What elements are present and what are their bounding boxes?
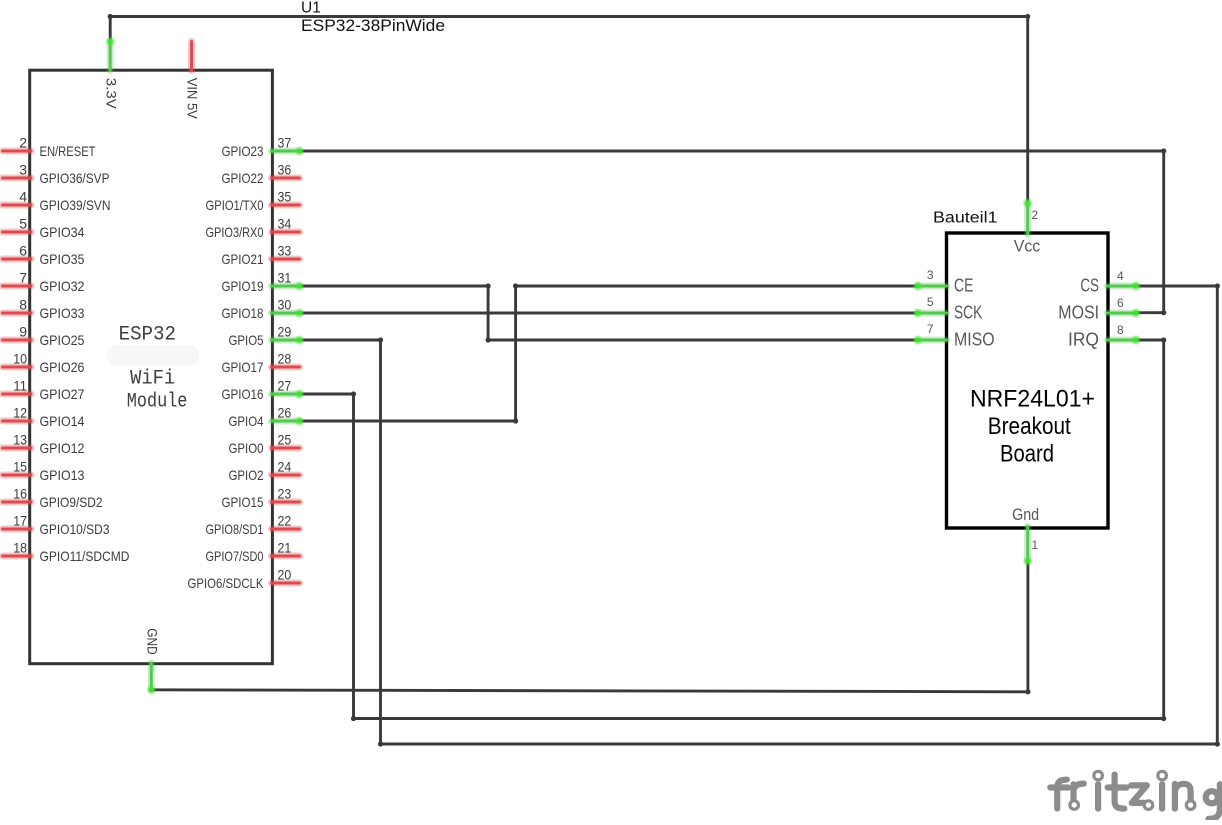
svg-text:Gnd: Gnd bbox=[1012, 506, 1039, 524]
svg-text:9: 9 bbox=[19, 324, 27, 340]
svg-text:13: 13 bbox=[13, 432, 27, 448]
svg-text:2: 2 bbox=[1032, 208, 1039, 222]
svg-text:GPIO25: GPIO25 bbox=[40, 332, 85, 348]
svg-text:GPIO9/SD2: GPIO9/SD2 bbox=[40, 494, 103, 510]
svg-text:GPIO34: GPIO34 bbox=[40, 224, 85, 240]
svg-text:5: 5 bbox=[927, 295, 934, 309]
svg-text:17: 17 bbox=[13, 513, 27, 529]
svg-text:7: 7 bbox=[19, 270, 27, 286]
svg-text:GPIO12: GPIO12 bbox=[40, 440, 85, 456]
svg-text:GPIO27: GPIO27 bbox=[40, 386, 85, 402]
svg-text:30: 30 bbox=[278, 297, 292, 313]
svg-text:15: 15 bbox=[13, 459, 27, 475]
svg-text:26: 26 bbox=[278, 405, 292, 421]
svg-text:28: 28 bbox=[278, 351, 292, 367]
svg-text:Bauteil1: Bauteil1 bbox=[933, 210, 998, 227]
svg-text:VIN 5V: VIN 5V bbox=[184, 78, 200, 120]
svg-text:GPIO15: GPIO15 bbox=[222, 494, 264, 510]
svg-text:7: 7 bbox=[927, 322, 934, 336]
svg-text:GPIO32: GPIO32 bbox=[40, 278, 85, 294]
svg-text:GPIO39/SVN: GPIO39/SVN bbox=[40, 197, 111, 213]
svg-text:GPIO1/TX0: GPIO1/TX0 bbox=[206, 197, 264, 213]
svg-text:GPIO22: GPIO22 bbox=[222, 170, 264, 186]
svg-text:3: 3 bbox=[927, 268, 934, 282]
svg-text:GPIO0: GPIO0 bbox=[229, 440, 264, 456]
svg-text:GPIO35: GPIO35 bbox=[40, 251, 85, 267]
svg-text:CS: CS bbox=[1080, 274, 1099, 295]
svg-text:NRF24L01+: NRF24L01+ bbox=[970, 386, 1095, 413]
svg-text:Vcc: Vcc bbox=[1014, 237, 1041, 255]
svg-text:2: 2 bbox=[19, 135, 27, 151]
svg-text:GPIO19: GPIO19 bbox=[222, 278, 264, 294]
svg-text:GPIO5: GPIO5 bbox=[229, 332, 264, 348]
svg-text:25: 25 bbox=[278, 432, 292, 448]
svg-text:GPIO8/SD1: GPIO8/SD1 bbox=[206, 521, 264, 537]
svg-text:GPIO16: GPIO16 bbox=[222, 386, 264, 402]
svg-text:5: 5 bbox=[19, 216, 27, 232]
svg-text:Breakout: Breakout bbox=[988, 413, 1071, 440]
svg-text:WiFi: WiFi bbox=[130, 368, 175, 391]
svg-text:31: 31 bbox=[278, 270, 292, 286]
svg-text:ESP32: ESP32 bbox=[119, 323, 176, 346]
svg-text:22: 22 bbox=[278, 513, 292, 529]
svg-text:33: 33 bbox=[278, 243, 292, 259]
svg-text:Board: Board bbox=[1000, 441, 1054, 468]
svg-text:21: 21 bbox=[278, 540, 292, 556]
svg-text:GPIO14: GPIO14 bbox=[40, 413, 85, 429]
svg-text:GPIO36/SVP: GPIO36/SVP bbox=[40, 170, 110, 186]
svg-text:Module: Module bbox=[127, 390, 188, 413]
svg-text:1: 1 bbox=[1032, 538, 1039, 552]
svg-text:8: 8 bbox=[19, 297, 27, 313]
svg-text:GPIO2: GPIO2 bbox=[229, 467, 264, 483]
svg-text:3: 3 bbox=[19, 162, 27, 178]
svg-text:GPIO7/SD0: GPIO7/SD0 bbox=[206, 548, 264, 564]
svg-text:CE: CE bbox=[954, 274, 973, 295]
svg-text:GPIO6/SDCLK: GPIO6/SDCLK bbox=[188, 575, 265, 591]
svg-text:3.3V: 3.3V bbox=[103, 78, 119, 110]
svg-text:GPIO33: GPIO33 bbox=[40, 305, 85, 321]
svg-text:GPIO10/SD3: GPIO10/SD3 bbox=[40, 521, 110, 537]
svg-text:18: 18 bbox=[13, 540, 27, 556]
svg-text:GPIO3/RX0: GPIO3/RX0 bbox=[206, 224, 264, 240]
svg-text:MISO: MISO bbox=[954, 328, 995, 349]
svg-text:8: 8 bbox=[1117, 323, 1124, 337]
svg-text:11: 11 bbox=[13, 378, 27, 394]
svg-text:ESP32-38PinWide: ESP32-38PinWide bbox=[301, 17, 445, 35]
svg-text:16: 16 bbox=[13, 486, 27, 502]
svg-text:GPIO18: GPIO18 bbox=[222, 305, 264, 321]
svg-text:34: 34 bbox=[278, 216, 292, 232]
svg-text:IRQ: IRQ bbox=[1068, 328, 1099, 349]
svg-text:27: 27 bbox=[278, 378, 292, 394]
svg-text:36: 36 bbox=[278, 162, 292, 178]
svg-text:MOSI: MOSI bbox=[1058, 301, 1099, 322]
svg-text:SCK: SCK bbox=[954, 301, 983, 322]
svg-text:GND: GND bbox=[145, 628, 161, 655]
svg-text:4: 4 bbox=[19, 189, 27, 205]
svg-text:20: 20 bbox=[278, 567, 292, 583]
svg-text:6: 6 bbox=[1117, 296, 1124, 310]
svg-text:29: 29 bbox=[278, 324, 292, 340]
svg-text:GPIO13: GPIO13 bbox=[40, 467, 85, 483]
svg-text:GPIO4: GPIO4 bbox=[229, 413, 264, 429]
svg-text:24: 24 bbox=[278, 459, 292, 475]
svg-text:6: 6 bbox=[19, 243, 27, 259]
svg-text:4: 4 bbox=[1117, 269, 1124, 283]
svg-text:23: 23 bbox=[278, 486, 292, 502]
svg-text:37: 37 bbox=[278, 135, 292, 151]
svg-text:35: 35 bbox=[278, 189, 292, 205]
svg-text:U1: U1 bbox=[301, 0, 321, 17]
svg-text:GPIO17: GPIO17 bbox=[222, 359, 264, 375]
svg-text:GPIO26: GPIO26 bbox=[40, 359, 85, 375]
svg-text:EN/RESET: EN/RESET bbox=[40, 143, 96, 159]
svg-text:12: 12 bbox=[13, 405, 27, 421]
svg-text:GPIO11/SDCMD: GPIO11/SDCMD bbox=[40, 548, 130, 564]
svg-text:GPIO21: GPIO21 bbox=[222, 251, 264, 267]
svg-text:GPIO23: GPIO23 bbox=[222, 143, 264, 159]
svg-text:10: 10 bbox=[13, 351, 27, 367]
